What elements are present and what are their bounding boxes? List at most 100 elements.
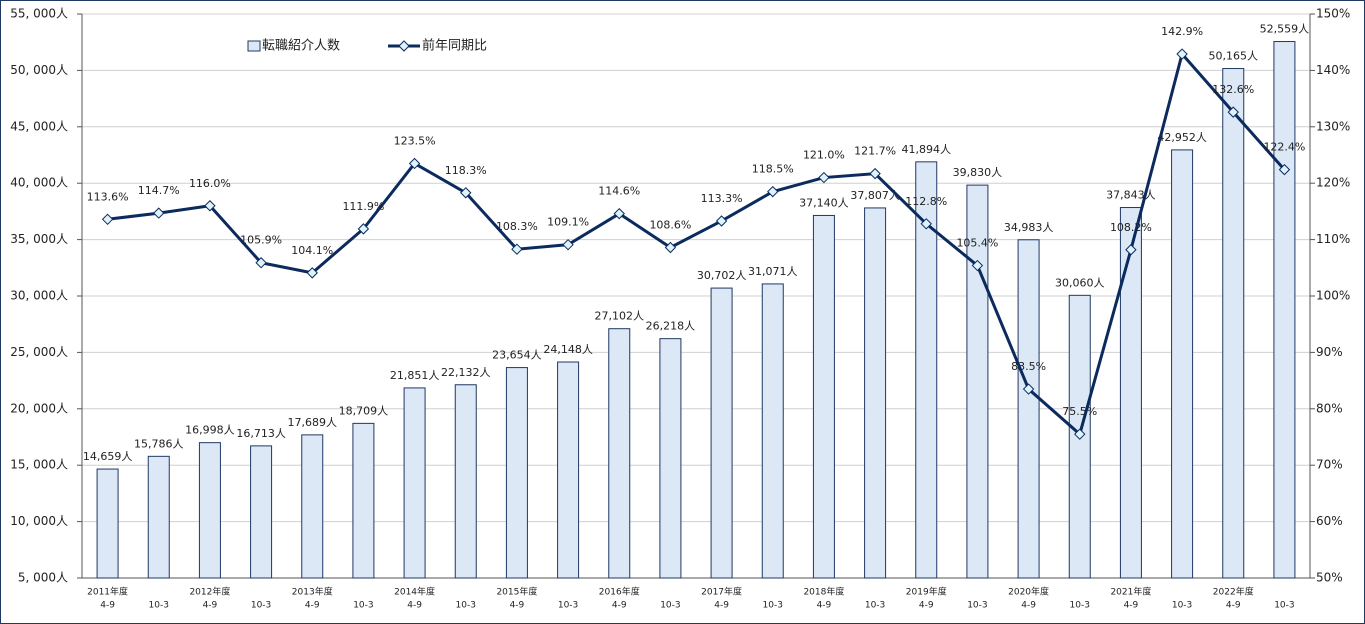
y-tick-label: 55, 000人 <box>10 7 68 21</box>
line-value-label: 118.3% <box>445 164 487 177</box>
legend-marker <box>398 40 410 52</box>
line <box>107 50 1286 437</box>
x-tick-label: 2015年度 <box>496 586 537 598</box>
bar <box>761 283 784 579</box>
x-tick-label: 4-9 <box>510 601 525 611</box>
x-tick-label: 4-9 <box>817 601 832 611</box>
bar-value-label: 37,807人 <box>850 189 900 202</box>
bar <box>659 338 682 579</box>
bar-value-label: 26,218人 <box>646 320 696 333</box>
bar <box>1171 149 1194 579</box>
bar <box>915 161 938 579</box>
bar <box>198 442 221 579</box>
x-tick-label: 4-9 <box>1226 601 1241 611</box>
line-marker <box>562 238 574 251</box>
bar-value-label: 37,843人 <box>1106 189 1156 202</box>
bar <box>1273 41 1296 579</box>
bar <box>301 434 324 579</box>
bar-value-label: 39,830人 <box>953 166 1003 179</box>
x-tick-label: 4-9 <box>407 601 422 611</box>
x-tick-label: 4-9 <box>203 601 218 611</box>
line-value-label: 112.8% <box>905 195 947 208</box>
x-tick-label: 2022年度 <box>1213 586 1254 598</box>
x-tick-label: 10-3 <box>1274 601 1294 611</box>
bar-value-label: 24,148人 <box>543 343 593 356</box>
x-tick-label: 2013年度 <box>292 586 333 598</box>
bar-value-label: 52,559人 <box>1260 23 1310 36</box>
x-tick-label: 2012年度 <box>189 586 230 598</box>
y2-tick-label: 140% <box>1316 63 1350 77</box>
y2-tick-label: 70% <box>1316 458 1343 472</box>
line-marker <box>204 200 216 212</box>
bar-value-label: 50,165人 <box>1209 50 1259 63</box>
bar <box>403 387 426 579</box>
line-value-label: 122.4% <box>1263 141 1305 154</box>
line-value-label: 123.5% <box>394 134 436 147</box>
bar-value-label: 34,983人 <box>1004 221 1054 234</box>
bar-value-label: 14,659人 <box>83 450 133 463</box>
y2-tick-label: 100% <box>1316 289 1350 303</box>
line-marker <box>1278 163 1291 176</box>
x-tick-label: 2020年度 <box>1008 586 1049 598</box>
y-tick-label: 25, 000人 <box>10 345 68 359</box>
bar-value-label: 41,894人 <box>902 143 952 156</box>
line-value-label: 83.5% <box>1011 360 1046 373</box>
y-tick-label: 15, 000人 <box>10 458 68 472</box>
y2-tick-label: 120% <box>1316 176 1350 190</box>
x-tick-label: 2016年度 <box>599 586 640 598</box>
line-marker <box>971 259 984 272</box>
line-value-label: 109.1% <box>547 216 589 229</box>
x-tick-label: 10-3 <box>251 601 271 611</box>
x-tick-label: 10-3 <box>763 601 783 611</box>
x-tick-label: 2017年度 <box>701 586 742 598</box>
line-marker <box>818 171 830 184</box>
x-tick-label: 10-3 <box>1070 601 1090 611</box>
line-value-label: 108.3% <box>496 220 538 233</box>
bar <box>864 207 887 579</box>
y-tick-label: 30, 000人 <box>10 289 68 303</box>
y2-tick-label: 150% <box>1316 7 1350 21</box>
x-tick-label: 10-3 <box>456 601 476 611</box>
y2-tick-label: 60% <box>1316 514 1343 528</box>
x-tick-label: 2014年度 <box>394 586 435 598</box>
line-marker <box>715 215 728 227</box>
y-tick-label: 40, 000人 <box>10 176 68 190</box>
y-tick-label: 35, 000人 <box>10 232 68 246</box>
line-marker <box>1022 383 1035 395</box>
bar <box>352 422 375 579</box>
y-tick-label: 50, 000人 <box>10 63 68 77</box>
line-value-label: 121.0% <box>803 149 845 162</box>
bar-value-label: 15,786人 <box>134 437 184 450</box>
line-marker <box>664 241 677 254</box>
x-tick-label: 10-3 <box>1172 601 1192 611</box>
x-tick-label: 4-9 <box>714 601 729 611</box>
bar-value-label: 16,998人 <box>185 424 235 437</box>
y2-tick-label: 130% <box>1316 119 1350 133</box>
bar <box>557 361 580 579</box>
line-marker <box>306 267 318 279</box>
x-tick-label: 10-3 <box>660 601 680 611</box>
line-marker <box>1074 428 1086 440</box>
line-marker <box>767 185 779 198</box>
x-tick-label: 10-3 <box>865 601 885 611</box>
y-tick-label: 5, 000人 <box>18 571 68 585</box>
y-tick-label: 45, 000人 <box>10 119 68 133</box>
bar <box>96 468 119 579</box>
legend-label: 転職紹介人数 <box>262 39 340 54</box>
legend-label: 前年同期比 <box>422 38 487 54</box>
line-marker <box>511 243 523 255</box>
bar-value-label: 23,654人 <box>492 349 542 362</box>
y2-tick-label: 50% <box>1316 571 1343 585</box>
y-tick-label: 10, 000人 <box>10 514 68 528</box>
line-marker <box>920 218 932 230</box>
legend-swatch <box>247 40 261 52</box>
line-value-label: 113.3% <box>701 192 743 205</box>
bar-value-label: 16,713人 <box>236 427 286 440</box>
x-tick-label: 4-9 <box>612 601 627 611</box>
y2-tick-label: 80% <box>1316 401 1343 415</box>
x-tick-label: 10-3 <box>967 601 987 611</box>
line-marker <box>153 207 165 219</box>
line-marker <box>613 207 625 220</box>
bar-value-label: 27,102人 <box>595 310 645 323</box>
